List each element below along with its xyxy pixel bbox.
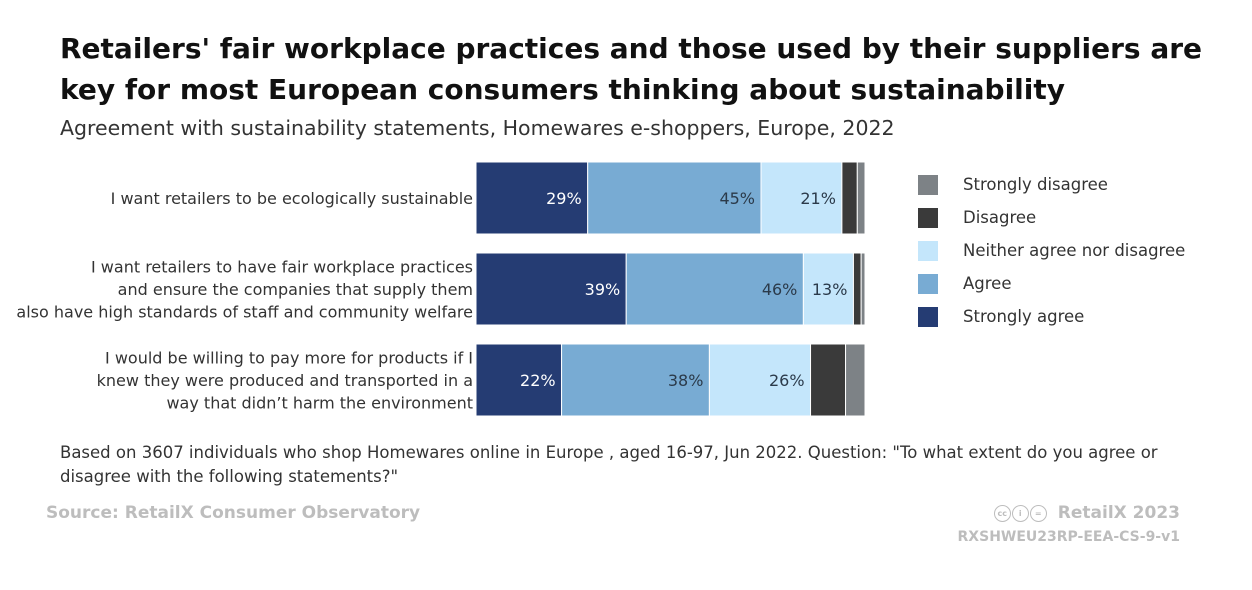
bar-segment xyxy=(475,252,627,326)
bar-segment xyxy=(587,161,762,235)
chart-title: Retailers' fair workplace practices and … xyxy=(60,32,1203,106)
legend-swatch xyxy=(918,240,938,261)
category-label: way that didn’t harm the environment xyxy=(166,394,473,413)
bar-segment xyxy=(856,161,866,235)
chart-legend: Strongly disagree Disagree Neither agree n… xyxy=(918,168,1185,333)
category-label: I want retailers to be ecologically sust… xyxy=(111,189,473,208)
legend-item: Agree xyxy=(918,267,1185,300)
brand-label: RetailX 2023 xyxy=(1057,503,1180,523)
bar-segment xyxy=(561,343,710,417)
legend-item: Neither agree nor disagree xyxy=(918,234,1185,267)
bar-segment xyxy=(860,252,866,326)
footnote: Based on 3607 individuals who shop Homew… xyxy=(60,443,1158,486)
data-label: 26% xyxy=(769,371,805,390)
bar-segment xyxy=(845,343,866,417)
legend-item: Strongly disagree xyxy=(918,168,1185,201)
category-label: knew they were produced and transported … xyxy=(97,371,473,390)
legend-item: Strongly agree xyxy=(918,300,1185,333)
legend-swatch xyxy=(918,174,938,195)
source-credit: Source: RetailX Consumer Observatory xyxy=(46,503,421,523)
category-label: I would be willing to pay more for produ… xyxy=(105,349,473,368)
data-label: 13% xyxy=(812,280,848,299)
category-label: also have high standards of staff and co… xyxy=(16,303,473,322)
legend-label: Agree xyxy=(963,274,1012,293)
brand-credit: cc i = RetailX 2023 xyxy=(993,503,1180,523)
data-label: 29% xyxy=(546,189,582,208)
legend-label: Disagree xyxy=(963,208,1037,227)
legend-item: Disagree xyxy=(918,201,1185,234)
legend-swatch xyxy=(918,207,938,228)
bar-segment xyxy=(625,252,804,326)
data-label: 22% xyxy=(520,371,556,390)
legend-swatch xyxy=(918,306,938,327)
bar-segment xyxy=(852,252,862,326)
bar-segment xyxy=(708,343,812,417)
chart-subtitle: Agreement with sustainability statements… xyxy=(60,116,895,140)
data-label: 45% xyxy=(719,189,755,208)
bar-segment xyxy=(475,161,589,235)
stacked-bar-chart: I want retailers to be ecologically sust… xyxy=(16,161,866,417)
data-label: 39% xyxy=(585,280,621,299)
data-label: 38% xyxy=(668,371,704,390)
data-label: 21% xyxy=(800,189,836,208)
bar-segment xyxy=(475,343,563,417)
category-label: and ensure the companies that supply the… xyxy=(118,280,473,299)
bar-segment xyxy=(841,161,858,235)
legend-label: Strongly disagree xyxy=(963,175,1108,194)
bar-segment xyxy=(802,252,854,326)
legend-label: Strongly agree xyxy=(963,307,1085,326)
bar-segment xyxy=(810,343,847,417)
legend-label: Neither agree nor disagree xyxy=(963,241,1186,260)
creative-commons-icon: cc i = xyxy=(993,504,1048,522)
report-code: RXSHWEU23RP-EEA-CS-9-v1 xyxy=(957,529,1180,545)
legend-swatch xyxy=(918,273,938,294)
category-label: I want retailers to have fair workplace … xyxy=(91,258,473,277)
data-label: 46% xyxy=(762,280,798,299)
bar-segment xyxy=(760,161,843,235)
